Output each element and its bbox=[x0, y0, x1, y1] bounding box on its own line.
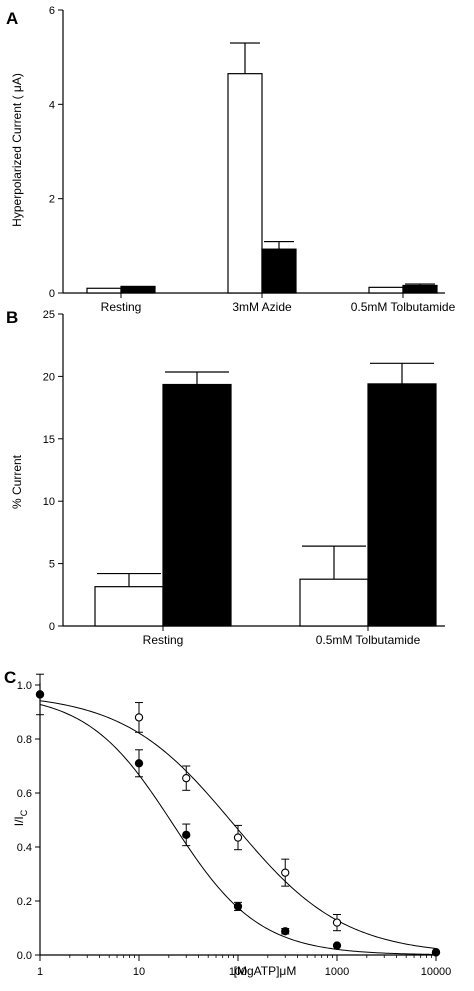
c-x-tick-label: 10 bbox=[133, 966, 145, 978]
a-bar bbox=[120, 285, 156, 294]
c-x-tick-label: 100 bbox=[229, 966, 247, 978]
a-bar bbox=[368, 286, 404, 294]
panel-b-letter: B bbox=[6, 308, 18, 327]
panel-b: B % Current 0 5 10 15 20 25 Resting 0.5mM Tolb… bbox=[6, 308, 445, 647]
panel-c-ticks: 0.0 0.2 0.4 0.6 0.8 1.0 1 10 100 1000 10000 bbox=[17, 680, 452, 978]
c-filled-point bbox=[134, 759, 144, 768]
b-bar bbox=[162, 383, 232, 627]
b-bar bbox=[367, 383, 437, 627]
panel-b-bars bbox=[94, 362, 437, 627]
panel-b-y-ticks: 0 5 10 15 20 25 bbox=[43, 309, 63, 633]
c-open-point bbox=[182, 774, 191, 783]
c-fit-curve bbox=[39, 700, 437, 950]
a-bar bbox=[402, 284, 438, 294]
c-filled-point bbox=[431, 948, 441, 957]
c-y-tick-label: 0.4 bbox=[17, 842, 32, 854]
b-y-tick-label: 25 bbox=[43, 309, 55, 321]
c-open-point bbox=[332, 918, 342, 927]
panel-c-x-axis-label: [MgATP]μM bbox=[234, 964, 297, 978]
c-x-tick-label: 10000 bbox=[421, 966, 452, 978]
a-y-tick-label: 6 bbox=[49, 5, 55, 17]
panel-a: A Hyperpolarized Current ( μA) 0 2 4 6 Rest… bbox=[6, 5, 456, 314]
b-category-label: 0.5mM Tolbutamide bbox=[316, 633, 421, 647]
panel-a-letter: A bbox=[6, 9, 18, 28]
panel-c-data-points bbox=[35, 673, 441, 957]
b-category-label: Resting bbox=[143, 633, 184, 647]
c-filled-point bbox=[233, 902, 243, 911]
b-y-tick-label: 10 bbox=[43, 496, 55, 508]
c-y-tick-label: 0.8 bbox=[17, 734, 32, 746]
c-open-point bbox=[233, 833, 243, 842]
c-open-point bbox=[281, 868, 290, 877]
panel-b-y-axis-label: % Current bbox=[10, 454, 24, 509]
c-x-tick-label: 1000 bbox=[325, 966, 349, 978]
c-filled-point bbox=[332, 941, 342, 950]
c-x-tick-label: 1 bbox=[37, 966, 43, 978]
panel-a-category-labels: Resting 3mM Azide 0.5mM Tolbutamide bbox=[101, 300, 456, 314]
panel-c-y-label-subscript: C bbox=[19, 809, 29, 816]
a-category-label: 0.5mM Tolbutamide bbox=[351, 300, 456, 314]
panel-c: C I/IC [MgATP]μM 0.00.20.40.60.81.01 10 10… bbox=[4, 668, 451, 978]
panel-a-y-ticks: 0 2 4 6 bbox=[49, 5, 63, 300]
b-y-tick-label: 20 bbox=[43, 371, 55, 383]
c-y-tick-label: 0.6 bbox=[17, 788, 32, 800]
panel-c-letter: C bbox=[4, 668, 16, 687]
c-filled-point bbox=[281, 927, 290, 936]
a-bar bbox=[227, 73, 263, 294]
a-y-tick-label: 0 bbox=[49, 288, 55, 300]
c-y-tick-label: 0.0 bbox=[17, 950, 32, 962]
c-open-point bbox=[134, 713, 144, 722]
a-bar bbox=[261, 248, 297, 294]
a-y-tick-label: 4 bbox=[49, 99, 55, 111]
c-y-tick-label: 1.0 bbox=[17, 680, 32, 692]
a-category-label: Resting bbox=[101, 300, 142, 314]
a-bar bbox=[86, 287, 122, 294]
c-y-tick-label: 0.2 bbox=[17, 896, 32, 908]
panel-c-y-label-main: I/I bbox=[12, 816, 26, 826]
b-bar bbox=[94, 586, 164, 627]
c-filled-point bbox=[35, 690, 45, 699]
a-y-tick-label: 2 bbox=[49, 194, 55, 206]
b-y-tick-label: 0 bbox=[49, 621, 55, 633]
a-category-label: 3mM Azide bbox=[232, 300, 292, 314]
panel-b-category-labels: Resting 0.5mM Tolbutamide bbox=[143, 633, 421, 647]
panel-a-y-axis-label: Hyperpolarized Current ( μA) bbox=[10, 73, 24, 227]
b-y-tick-label: 15 bbox=[43, 434, 55, 446]
b-y-tick-label: 5 bbox=[49, 559, 55, 571]
b-bar bbox=[299, 578, 369, 627]
c-filled-point bbox=[182, 830, 191, 839]
panel-c-y-axis-label: I/IC bbox=[12, 809, 29, 826]
panel-c-axes bbox=[39, 683, 436, 956]
panel-a-bars bbox=[86, 42, 438, 294]
